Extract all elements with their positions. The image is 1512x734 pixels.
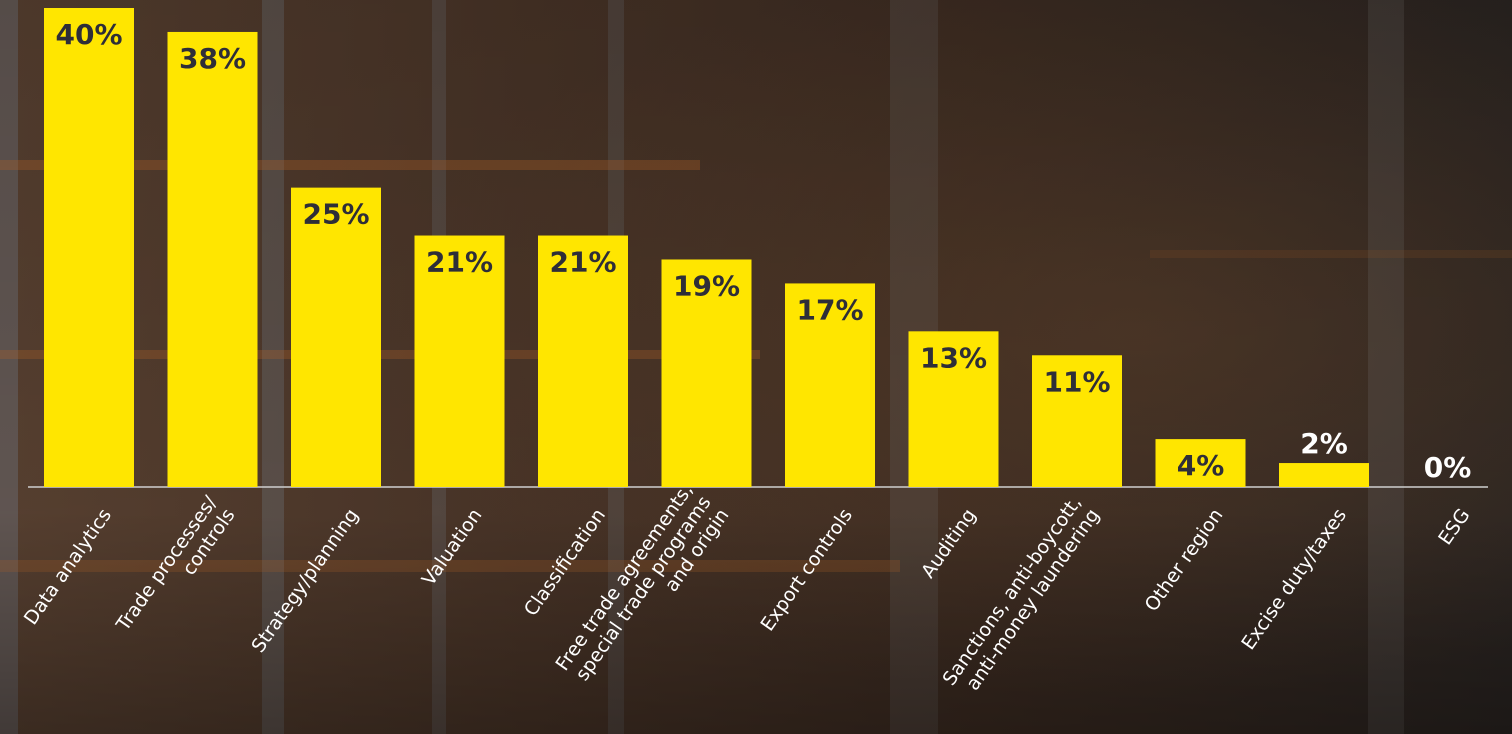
bar: [908, 331, 999, 487]
bar-value-label: 21%: [426, 246, 493, 279]
bar-value-label: 38%: [179, 42, 246, 75]
bar-value-label: 0%: [1424, 451, 1472, 484]
bar-value-label: 19%: [673, 269, 740, 302]
bar: [1032, 355, 1122, 487]
bar-value-label: 2%: [1300, 427, 1348, 460]
bar-value-label: 21%: [549, 246, 616, 279]
bar: [291, 187, 381, 487]
bar: [1155, 439, 1246, 487]
bar-value-label: 25%: [302, 198, 369, 231]
bar: [1279, 463, 1369, 487]
bar: [538, 235, 628, 487]
value-labels: 40% 38% 25% 21% 21% 19% 17% 13% 11% 4% 2% 0%: [55, 18, 1471, 484]
bar-value-label: 17%: [796, 293, 863, 326]
bar-value-label: 13%: [920, 341, 987, 374]
bar: [167, 31, 258, 487]
bar-value-label: 40%: [55, 18, 122, 51]
bars: [44, 8, 1369, 487]
bar-value-label: 11%: [1043, 365, 1110, 398]
bar: [661, 259, 752, 487]
bar: [785, 283, 875, 487]
bar: [414, 235, 505, 487]
bar: [44, 8, 134, 487]
bar-value-label: 4%: [1177, 449, 1225, 482]
